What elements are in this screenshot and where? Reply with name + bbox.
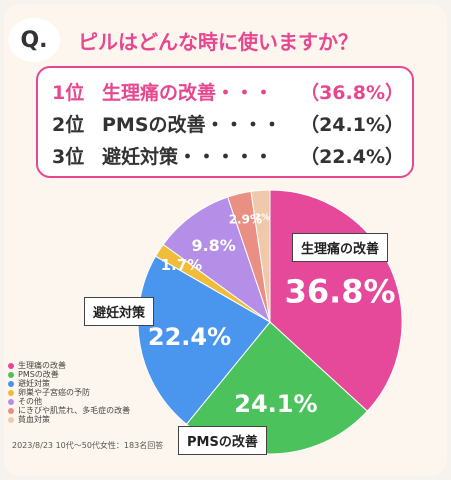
legend-label: その他 [18,397,42,406]
pie-slice [137,255,271,425]
rank-label: PMSの改善・・・・ [102,114,282,136]
rank-label: 生理痛の改善・・・ [102,82,274,104]
rank-percent: （24.1%） [300,114,404,136]
q-badge: Q. [8,18,60,62]
rank-row-3: 3位 避妊対策・・・・・ （22.4%） [52,142,404,172]
legend-label: 卵巣や子宮癌の予防 [18,388,90,397]
legend-label: 貧血対策 [18,415,50,424]
slice-label: 9.8% [191,236,235,255]
pie-slice [162,196,271,324]
question-title: ピルはどんな時に使いますか？ [78,29,358,54]
legend-swatch [8,380,14,387]
q-label: Q. [20,27,48,53]
legend-item: 貧血対策 [8,415,188,424]
rank-percent: （36.8%） [300,82,404,104]
legend-swatch [8,416,14,423]
legend-item: PMSの改善 [8,370,188,379]
rank-position: 3位 [52,146,85,168]
legend-swatch [8,407,14,414]
legend-item: にきびや肌荒れ、多毛症の改善 [8,406,188,415]
rank-position: 2位 [52,114,85,136]
pie-slice-labels: 36.8% 24.1% 22.4% 1.7%9.8% 2.9%2% [148,213,396,419]
legend-swatch [8,389,14,396]
legend-item: 卵巣や子宮癌の予防 [8,388,188,397]
slice-label: 1.7% [161,256,203,274]
legend-item: 生理痛の改善 [8,361,188,370]
slice-label: 2.9% [229,213,262,227]
legend-swatch [8,371,14,378]
legend-swatch [8,398,14,405]
footnote: 2023/8/23 10代〜50代女性：183名回答 [12,441,164,450]
slice-label: 22.4% [148,323,231,351]
legend-item: その他 [8,397,188,406]
callout-menstrual: 生理痛の改善 [292,233,389,262]
pie-slice [250,189,271,323]
legend-item: 避妊対策 [8,379,188,388]
legend-label: PMSの改善 [18,370,59,379]
rank-percent: （22.4%） [300,146,404,168]
legend-swatch [8,362,14,369]
rank-row-2: 2位 PMSの改善・・・・ （24.1%） [52,110,404,140]
legend: 生理痛の改善 PMSの改善 避妊対策 卵巣や子宮癌の予防 その他 にきびや肌荒れ、多毛症の… [8,361,188,424]
ranking-box: 1位 生理痛の改善・・・ （36.8%） 2位 PMSの改善・・・・ （24.1… [36,66,414,178]
legend-label: 生理痛の改善 [18,361,66,370]
callout-pms: PMSの改善 [178,426,267,455]
legend-label: 避妊対策 [18,379,50,388]
callout-contraception: 避妊対策 [84,297,155,326]
slice-label: 2% [255,213,270,223]
legend-label: にきびや肌荒れ、多毛症の改善 [18,406,131,415]
rank-label: 避妊対策・・・・・ [102,146,274,168]
slice-label: 36.8% [285,272,396,310]
slice-label: 24.1% [234,390,317,418]
rank-position: 1位 [52,82,85,104]
rank-row-1: 1位 生理痛の改善・・・ （36.8%） [52,78,404,108]
